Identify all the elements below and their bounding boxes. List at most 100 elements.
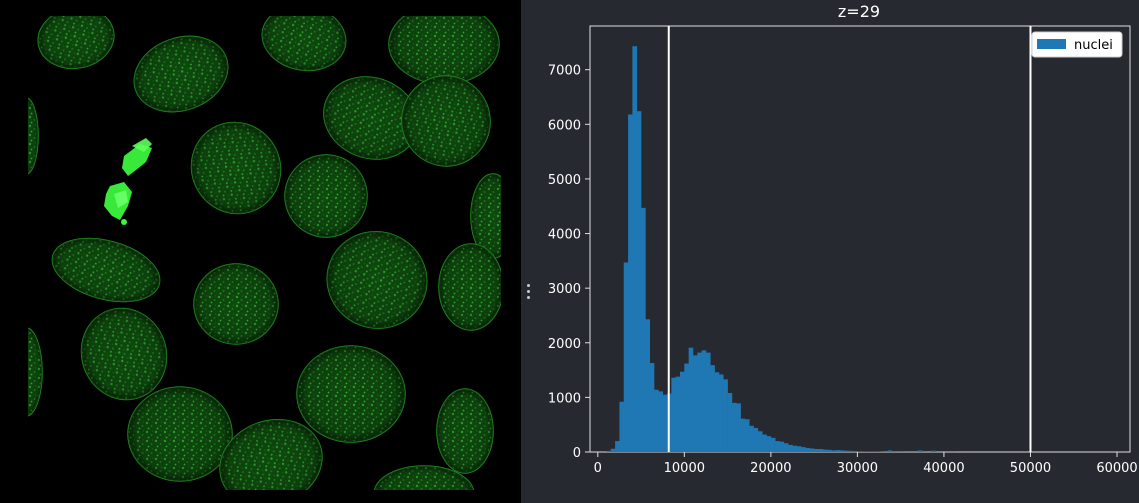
histogram-bar [792, 445, 798, 452]
y-tick-label: 7000 [548, 64, 581, 79]
nucleus-shading [38, 16, 114, 69]
x-axis-ticks: 0 10000 20000 30000 40000 50000 60000 [594, 452, 1138, 476]
legend-label: nuclei [1074, 38, 1113, 53]
histogram-bar [744, 419, 750, 452]
y-tick-label: 5000 [548, 173, 581, 188]
histogram-bar [861, 451, 867, 452]
histogram-bar [606, 450, 612, 452]
histogram-bar [835, 450, 841, 452]
histogram-bar [796, 446, 802, 452]
nucleus-shading [471, 174, 501, 258]
histogram-bar [805, 447, 811, 452]
histogram-bar [671, 377, 676, 452]
histogram-bar [788, 444, 793, 452]
histogram-bar [714, 372, 720, 452]
histogram-dock: z=29 0 10000 20000 30000 40000 50000 60000 0 10… [521, 0, 1139, 503]
histogram-bar [649, 362, 655, 452]
nucleus-shading [28, 98, 38, 174]
nucleus-shading [327, 231, 427, 329]
histogram-bars [606, 46, 958, 452]
histogram-bar [710, 365, 715, 452]
nucleus-shading [439, 244, 501, 330]
histogram-bar [697, 352, 702, 452]
histogram-bar [641, 207, 646, 452]
histogram-bar [662, 394, 668, 452]
nucleus-shading [323, 76, 419, 160]
histogram-bar [753, 427, 759, 452]
histogram-bar [623, 262, 629, 452]
histogram-bar [762, 434, 767, 452]
histogram-bar [619, 401, 625, 452]
nucleus-shading [374, 466, 474, 490]
histogram-bar [740, 418, 746, 452]
x-tick-label: 60000 [1096, 461, 1137, 476]
nucleus-shading [389, 16, 499, 84]
histogram-bar [775, 441, 780, 452]
limit-lines [667, 26, 1032, 452]
nuclei-image-canvas[interactable] [28, 16, 501, 490]
histogram-bar [853, 451, 858, 452]
nucleus-shading [401, 76, 491, 166]
histogram-bar [840, 450, 845, 452]
legend[interactable]: nuclei [1031, 31, 1123, 58]
histogram-bar [827, 449, 832, 452]
histogram-chart: z=29 0 10000 20000 30000 40000 50000 60000 0 10… [548, 2, 1138, 476]
nucleus-shading [52, 238, 160, 302]
histogram-bar [857, 451, 863, 452]
x-tick-label: 10000 [664, 461, 705, 476]
nucleus-shading [262, 16, 346, 71]
histogram-bar [675, 376, 681, 452]
mitotic-chromosomes [104, 138, 152, 225]
panel-splitter[interactable] [521, 0, 535, 503]
y-tick-label: 0 [573, 446, 581, 461]
nucleus-shading [191, 122, 281, 214]
histogram-bar [844, 450, 850, 452]
y-tick-label: 6000 [548, 118, 581, 133]
nucleus-shading [285, 155, 367, 237]
histogram-bar [684, 363, 689, 452]
histogram-bar [930, 450, 936, 452]
histogram-bar [766, 436, 772, 452]
x-tick-label: 30000 [837, 461, 878, 476]
histogram-bar [801, 447, 806, 452]
y-tick-label: 2000 [548, 337, 581, 352]
nucleus-shading [297, 346, 405, 442]
y-tick-label: 1000 [548, 391, 581, 406]
x-tick-label: 50000 [1010, 461, 1051, 476]
histogram-bar [770, 437, 776, 452]
histogram-bar [749, 425, 754, 452]
nucleus-shading [134, 36, 228, 112]
histogram-bar [680, 371, 685, 452]
histogram-bar [688, 347, 694, 452]
legend-swatch [1037, 39, 1066, 49]
histogram-bar [917, 450, 923, 452]
y-axis-ticks: 0 1000 2000 3000 4000 5000 6000 7000 [548, 64, 590, 461]
histogram-bar [736, 403, 741, 452]
image-viewer[interactable] [0, 0, 521, 503]
y-tick-label: 4000 [548, 228, 581, 243]
histogram-bar [628, 114, 633, 452]
histogram-bar [727, 393, 733, 452]
legend-box [1031, 31, 1123, 58]
histogram-bar [757, 431, 763, 452]
histogram-bar [809, 448, 815, 452]
histogram-bar [615, 441, 620, 452]
nucleus-shading [220, 419, 322, 490]
histogram-bar [866, 451, 871, 452]
histogram-bar [610, 448, 616, 452]
histogram-bar [636, 111, 642, 452]
nucleus-shading [81, 308, 167, 400]
histogram-bar [783, 443, 789, 452]
histogram-bar [658, 391, 663, 452]
x-tick-label: 20000 [750, 461, 791, 476]
histogram-bar [779, 441, 785, 452]
histogram-bar [723, 379, 728, 452]
histogram-bar [632, 46, 638, 452]
histogram-bar [645, 319, 651, 452]
histogram-bar [814, 448, 819, 452]
nucleus-shading [28, 328, 42, 416]
histogram-bar [701, 350, 707, 452]
histogram-bar [718, 374, 724, 452]
histogram-bar [887, 450, 893, 452]
nucleus-shading [194, 264, 278, 344]
